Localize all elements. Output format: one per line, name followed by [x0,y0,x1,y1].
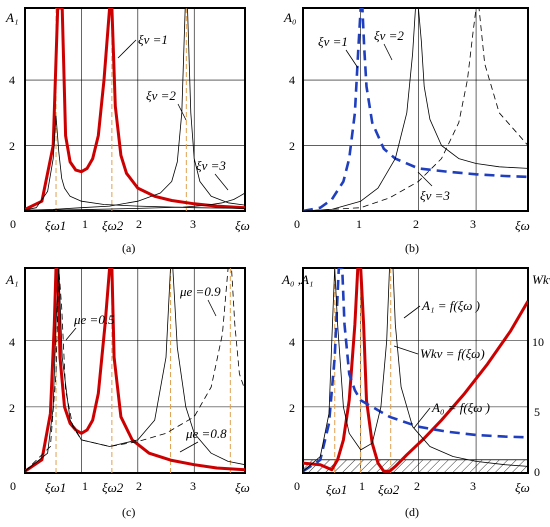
series-line-0 [25,268,245,473]
panel-c-xtick-2: 2 [136,479,142,493]
panel-b-xtick-1: 1 [356,217,362,231]
panel-c-annotation-1: μe =0.5 [73,312,115,327]
panel-a-xtick-1: 1 [82,217,88,231]
panel-c-special-tick-1: ξω1 [45,480,66,495]
panel-a-ytick-4: 4 [9,73,15,87]
panel-d-special-tick-1: ξω1 [326,482,347,497]
series-line-1 [303,268,528,473]
panel-a-leader-1 [117,39,137,59]
panel-d-xlabel: ξω [515,480,530,495]
panel-a-grid [25,8,245,211]
panel-a-xtick-2: 2 [136,217,142,231]
series-line-0 [25,8,245,211]
panel-d-ytick-4: 4 [289,335,295,349]
panel-c-caption: (c) [122,505,135,519]
panel-c-plot [25,268,245,473]
panel-d-leader-1 [403,305,421,319]
panel-c-leader-1 [65,327,77,341]
panel-b-leader-2 [383,43,393,61]
panel-d-xtick-2: 2 [414,479,420,493]
panel-d-annotation-3: A₀ = f(ξω ) [431,400,490,415]
panel-d: A₀ ,A₁ Wkv 0 2 4 0 5 10 1 2 3 ξω1 ξω2 ξω… [281,267,550,519]
panel-a-caption: (a) [122,241,135,255]
panel-b-xtick-3: 3 [470,217,476,231]
panel-d-plot [303,268,528,473]
panel-c-xtick-3: 3 [190,479,196,493]
panel-a-origin: 0 [10,217,16,231]
panel-b: A₀ 0 2 4 1 2 3 ξω ξv =1 ξv =2 ξv =3 (b) [283,7,530,255]
panel-b-caption: (b) [405,241,419,255]
series-line-1 [303,8,528,211]
panel-a-xlabel: ξω [235,218,250,233]
panel-b-plot [303,8,528,211]
panel-d-origin: 0 [294,479,300,493]
panel-b-ytick-2: 2 [289,139,295,153]
panel-b-ytick-4: 4 [289,73,295,87]
panel-d-y2tick-5: 5 [534,405,540,419]
series-line-2 [25,8,245,211]
panel-d-ytick-2: 2 [289,401,295,415]
series-line-1 [25,115,245,211]
panel-a-leader-2 [177,103,187,121]
panel-b-grid [303,8,528,211]
series-line-2 [303,268,528,472]
panel-b-leader-3 [417,171,433,187]
panel-a-plot [25,8,245,211]
panel-b-annotation-3: ξv =3 [420,188,450,203]
panel-d-leader-3 [413,407,431,429]
panel-a-annotation-1: ξv =1 [138,32,168,47]
panel-c-annotation-3: μe =0.8 [185,426,227,441]
panel-d-xtick-3: 3 [470,479,476,493]
panel-d-annotation-1: A₁ = f(ξω ) [421,298,480,313]
panel-d-y2tick-0: 0 [534,465,540,479]
panel-d-ylabel: A₀ ,A₁ [281,272,313,287]
panel-d-y2label: Wkv [532,272,550,287]
panel-d-leader-2 [393,345,419,355]
panel-c-ytick-2: 2 [9,401,15,415]
panel-c-leader-2 [207,299,217,317]
panel-b-annotation-1: ξv =1 [318,34,348,49]
panel-b-origin: 0 [294,217,300,231]
panel-a-leader-3 [214,173,229,191]
panel-c-xlabel: ξω [235,480,250,495]
panel-d-annotation-2: Wkv = f(ξω) [420,346,485,361]
panel-c-annotation-2: μe =0.9 [179,284,221,299]
panel-c-origin: 0 [10,479,16,493]
panel-b-xlabel: ξω [515,218,530,233]
panel-c: A₁ 0 2 4 1 2 3 ξω1 ξω2 ξω μe =0.5 μe =0.… [5,267,250,519]
panel-b-annotation-2: ξv =2 [374,28,404,43]
panel-a-special-tick-1: ξω1 [45,218,66,233]
panel-a-annotation-3: ξv =3 [196,158,226,173]
panel-d-special-tick-2: ξω2 [378,482,400,497]
series-line-3 [25,192,245,211]
panel-a-ytick-2: 2 [9,139,15,153]
panel-d-y2tick-10: 10 [532,335,544,349]
panel-c-special-tick-2: ξω2 [102,480,124,495]
panel-c-ylabel: A₁ [5,272,18,287]
panel-d-caption: (d) [405,505,419,519]
panel-b-xtick-2: 2 [413,217,419,231]
panel-a-annotation-2: ξv =2 [146,88,176,103]
panel-d-xtick-1: 1 [359,479,365,493]
panel-a-xtick-3: 3 [190,217,196,231]
series-line-2 [303,8,528,211]
panel-a-ylabel: A₁ [5,10,18,25]
panel-b-leader-1 [345,49,359,69]
series-line-1 [25,268,245,472]
panel-c-ytick-4: 4 [9,335,15,349]
series-line-0 [303,8,528,211]
panel-b-ylabel: A₀ [283,10,296,25]
panel-a: A₁ 0 2 4 1 2 3 ξω1 ξω2 ξω ξv =1 ξv =2 ξv… [5,7,250,255]
panel-a-special-tick-2: ξω2 [102,218,124,233]
panel-c-leader-3 [179,441,199,453]
panel-c-xtick-1: 1 [82,479,88,493]
